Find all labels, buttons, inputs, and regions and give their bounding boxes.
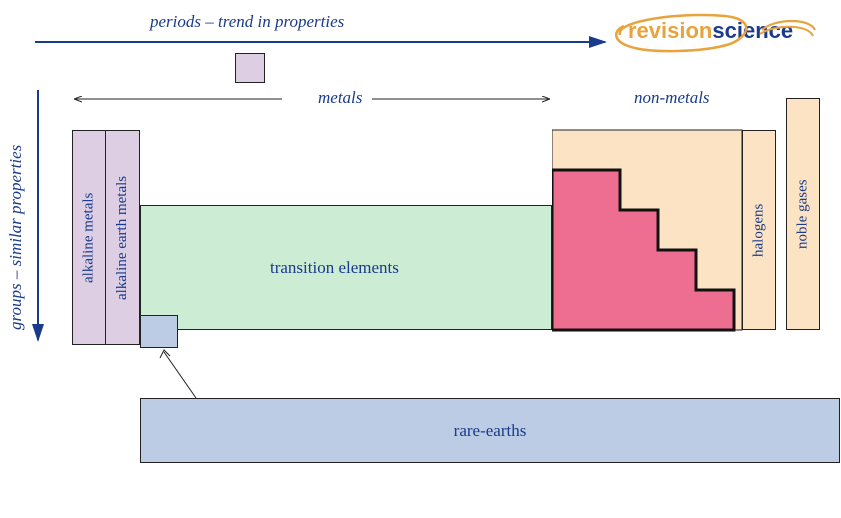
metals-span-arrow [72, 90, 552, 108]
alkaline-metals-label: alkaline metals [73, 131, 105, 344]
alkaline-earth-metals-label: alkaline earth metals [106, 131, 139, 344]
noble-gases-region: noble gases [786, 98, 820, 330]
periods-arrow [35, 32, 615, 52]
detached-top-box [235, 53, 265, 83]
alkaline-metals-region: alkaline metals [72, 130, 106, 345]
periods-axis-label: periods – trend in properties [150, 12, 344, 32]
rare-earths-label: rare-earths [454, 421, 527, 441]
halogens-label: halogens [743, 131, 775, 329]
alkaline-earth-metals-region: alkaline earth metals [106, 130, 140, 345]
noble-gases-label: noble gases [787, 99, 819, 329]
logo: revisionscience [628, 18, 793, 44]
halogens-region: halogens [742, 130, 776, 330]
groups-axis-label: groups – similar properties [6, 110, 26, 330]
groups-arrow [28, 90, 48, 350]
metals-label: metals [318, 88, 362, 108]
rare-earths-notch [140, 315, 178, 348]
rare-earths-region: rare-earths [140, 398, 840, 463]
transition-elements-label: transition elements [270, 258, 399, 278]
rare-earths-connector-arrow [158, 348, 218, 403]
nonmetals-label: non-metals [634, 88, 710, 108]
